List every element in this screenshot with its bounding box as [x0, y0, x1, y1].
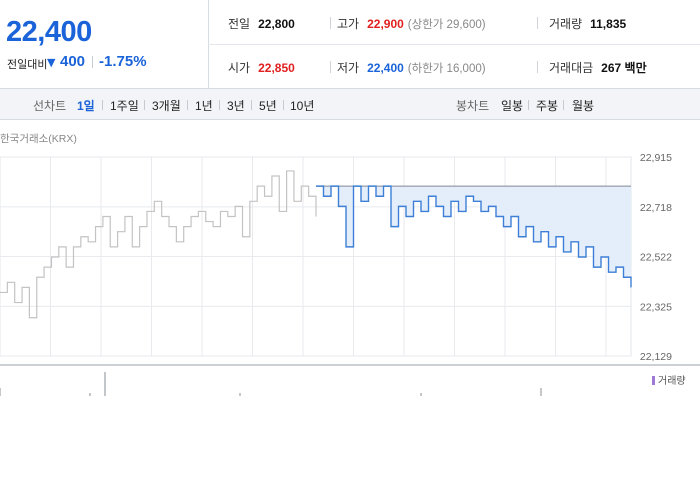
divider	[330, 61, 331, 73]
open: 시가 22,850	[228, 59, 295, 76]
divider	[537, 17, 538, 29]
y-axis: 22,915 22,718 22,522 22,325 22,129	[640, 152, 672, 363]
divider	[187, 100, 188, 110]
divider	[563, 100, 564, 110]
down-arrow-icon: ▼	[47, 56, 56, 69]
change-label: 전일대비	[7, 58, 48, 71]
high-label: 고가	[337, 17, 360, 31]
today-area-fill	[316, 186, 631, 288]
volume-legend: 거래량	[652, 372, 686, 387]
divider	[330, 17, 331, 29]
period-3m-button[interactable]: 3개월	[152, 99, 181, 113]
divider	[251, 100, 252, 110]
y-tick-label: 22,915	[640, 152, 672, 164]
data-source-label: 한국거래소(KRX)	[0, 133, 77, 145]
prev-close-label: 전일	[228, 17, 251, 31]
divider	[92, 56, 93, 68]
period-10y-button[interactable]: 10년	[290, 99, 315, 113]
period-5y-button[interactable]: 5년	[259, 99, 277, 113]
y-tick-label: 22,129	[640, 351, 672, 363]
candle-weekly-button[interactable]: 주봉	[536, 99, 559, 113]
volume-legend-swatch	[652, 376, 655, 385]
open-value: 22,850	[258, 61, 295, 75]
divider	[283, 100, 284, 110]
divider	[219, 100, 220, 110]
period-1w-button[interactable]: 1주일	[110, 99, 139, 113]
today-price-line	[316, 185, 632, 288]
candle-daily-button[interactable]: 일봉	[501, 99, 524, 113]
high: 고가 22,900 (상한가 29,600)	[337, 15, 486, 32]
chart-toolbar: 선차트 1일 1주일 3개월 1년 3년 5년 10년 봉차트 일봉 주봉 월봉	[0, 89, 700, 120]
change-percent: -1.75%	[99, 53, 147, 70]
current-price: 22,400	[6, 16, 92, 48]
low: 저가 22,400 (하한가 16,000)	[337, 59, 486, 76]
period-3y-button[interactable]: 3년	[227, 99, 245, 113]
divider	[537, 61, 538, 73]
volume-legend-label: 거래량	[658, 376, 686, 387]
quote-panel: 22,400 전일대비 ▼ 400 -1.75% 전일 22,800 고가 22,9…	[0, 0, 700, 89]
upper-limit: (상한가 29,600)	[407, 19, 486, 31]
volume: 거래량 11,835	[549, 15, 626, 32]
high-value: 22,900	[367, 17, 404, 31]
y-tick-label: 22,718	[640, 202, 672, 214]
period-1y-button[interactable]: 1년	[195, 99, 213, 113]
open-label: 시가	[228, 61, 251, 75]
low-value: 22,400	[367, 61, 404, 75]
divider	[208, 44, 700, 45]
period-1d-button[interactable]: 1일	[77, 99, 95, 113]
volume-label: 거래량	[549, 17, 583, 31]
turnover: 거래대금 267 백만	[549, 59, 647, 76]
divider	[144, 100, 145, 110]
prev-close-value: 22,800	[258, 17, 295, 31]
turnover-value: 267 백만	[601, 61, 647, 75]
turnover-label: 거래대금	[549, 61, 594, 75]
y-tick-label: 22,325	[640, 301, 672, 313]
prev-close: 전일 22,800	[228, 15, 295, 32]
previous-session-line	[0, 170, 317, 319]
line-chart-group-label: 선차트	[33, 99, 67, 113]
lower-limit: (하한가 16,000)	[407, 63, 486, 75]
volume-value: 11,835	[590, 17, 627, 31]
candle-monthly-button[interactable]: 월봉	[572, 99, 595, 113]
y-tick-label: 22,522	[640, 252, 672, 264]
change-amount: 400	[60, 53, 86, 70]
divider	[102, 100, 103, 110]
candle-chart-group-label: 봉차트	[456, 99, 490, 113]
price-box: 22,400 전일대비 ▼ 400 -1.75%	[0, 0, 209, 88]
low-label: 저가	[337, 61, 360, 75]
divider	[528, 100, 529, 110]
volume-bars	[0, 372, 542, 396]
